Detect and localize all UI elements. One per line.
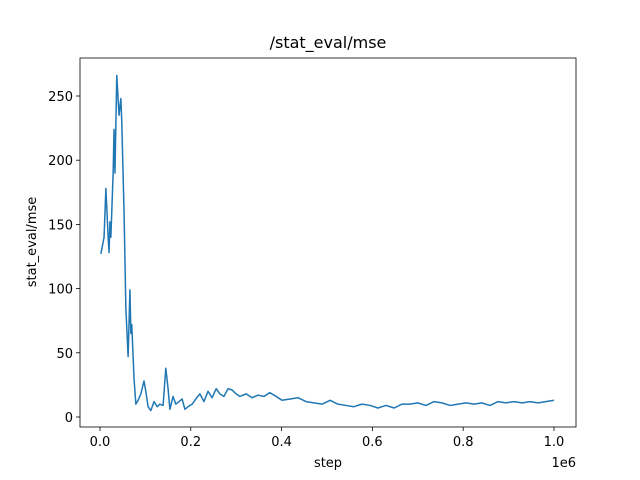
y-tick-label: 100 <box>48 283 73 298</box>
y-tick-label: 200 <box>48 154 73 169</box>
x-tick-label: 0.4 <box>271 435 292 450</box>
x-axis-label: step <box>314 456 342 471</box>
x-tick-label: 0.6 <box>362 435 383 450</box>
y-tick-label: 250 <box>48 90 73 105</box>
y-axis-label: stat_eval/mse <box>25 197 40 288</box>
x-tick-label: 0.2 <box>180 435 201 450</box>
y-tick-label: 150 <box>48 218 73 233</box>
x-tick-label: 0.8 <box>453 435 474 450</box>
plot-frame <box>79 57 577 428</box>
line-series <box>100 74 555 412</box>
x-tick-label: 0.0 <box>90 435 111 450</box>
y-tick-label: 50 <box>56 347 73 362</box>
y-tick-label: 0 <box>65 411 73 426</box>
x-tick-label: 1.0 <box>544 435 565 450</box>
chart-title: /stat_eval/mse <box>270 33 387 53</box>
x-offset-label: 1e6 <box>551 456 576 471</box>
